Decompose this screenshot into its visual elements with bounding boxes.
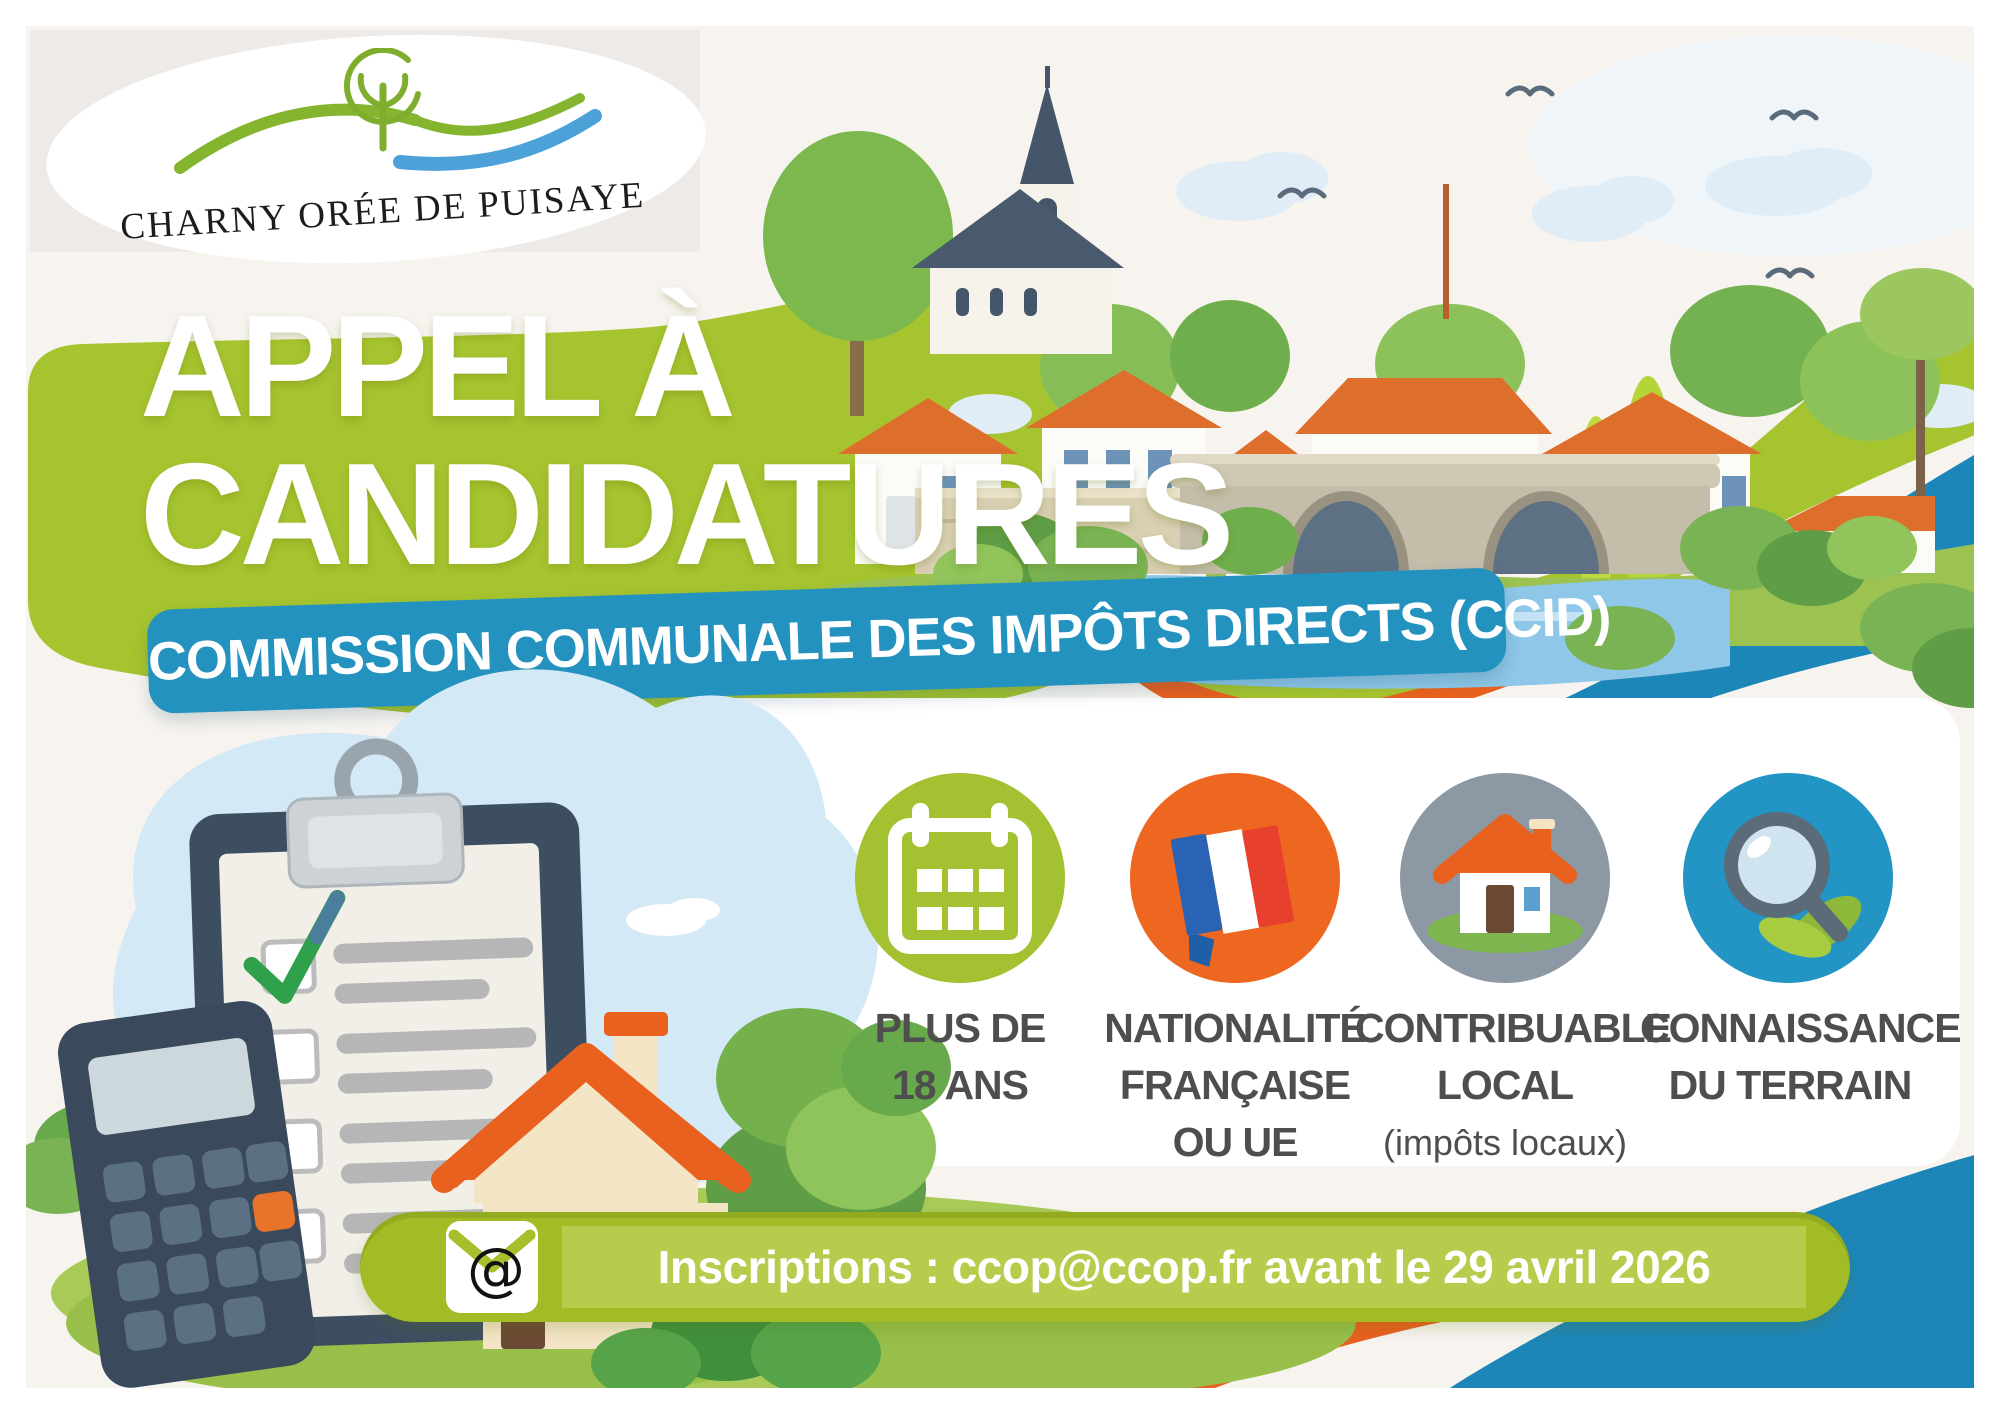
req-tax-note: (impôts locaux) [1382,1122,1628,1163]
requirement-age: PLUS DE 18 ANS [810,1000,1110,1114]
req-tax-line2: LOCAL [1436,1062,1574,1108]
clipboard-calculator-house-illustration [26,669,1356,1398]
birds [1277,85,1819,279]
footer-inner: Inscriptions : ccop@ccop.fr avant le 29 … [562,1226,1806,1308]
page-title: APPEL À CANDIDATURES [140,285,1234,595]
house-icon [1400,773,1610,983]
footer-banner: @ Inscriptions : ccop@ccop.fr avant le 2… [360,1212,1850,1322]
req-tax-line1: CONTRIBUABLE [1355,1005,1672,1051]
req-nat-line3: OU UE [1172,1119,1299,1165]
french-flag-icon [1130,773,1340,983]
hills-river-sprout-icon [174,48,602,174]
req-nat-line2: FRANÇAISE [1119,1062,1351,1108]
title-line-2: CANDIDATURES [140,433,1234,595]
req-know-line2: DU TERRAIN [1668,1062,1913,1108]
orange-key [252,1190,296,1232]
right-bushes [716,1008,951,1210]
req-age-line1: PLUS DE [874,1005,1047,1051]
white-cloud [626,898,720,936]
req-nat-line1: NATIONALITÉ [1104,1005,1367,1051]
svg-text:@: @ [467,1235,525,1303]
requirement-taxpayer: CONTRIBUABLE LOCAL (impôts locaux) [1355,1000,1672,1171]
calendar-icon [855,773,1065,983]
village-illustration [763,36,1975,708]
calculator [57,1001,316,1388]
title-line-1: APPEL À [140,285,736,447]
req-know-line1: CONNAISSANCE [1640,1005,1962,1051]
magnifier-leaves-icon [1683,773,1893,983]
church [912,66,1124,354]
requirement-nationality: NATIONALITÉ FRANÇAISE OU UE [1085,1000,1385,1171]
envelope-at-icon: @ [446,1221,538,1313]
footer-text: Inscriptions : ccop@ccop.fr avant le 29 … [657,1241,1711,1293]
requirement-knowledge: CONNAISSANCE DU TERRAIN [1640,1000,1962,1114]
req-age-line2: 18 ANS [891,1062,1029,1108]
